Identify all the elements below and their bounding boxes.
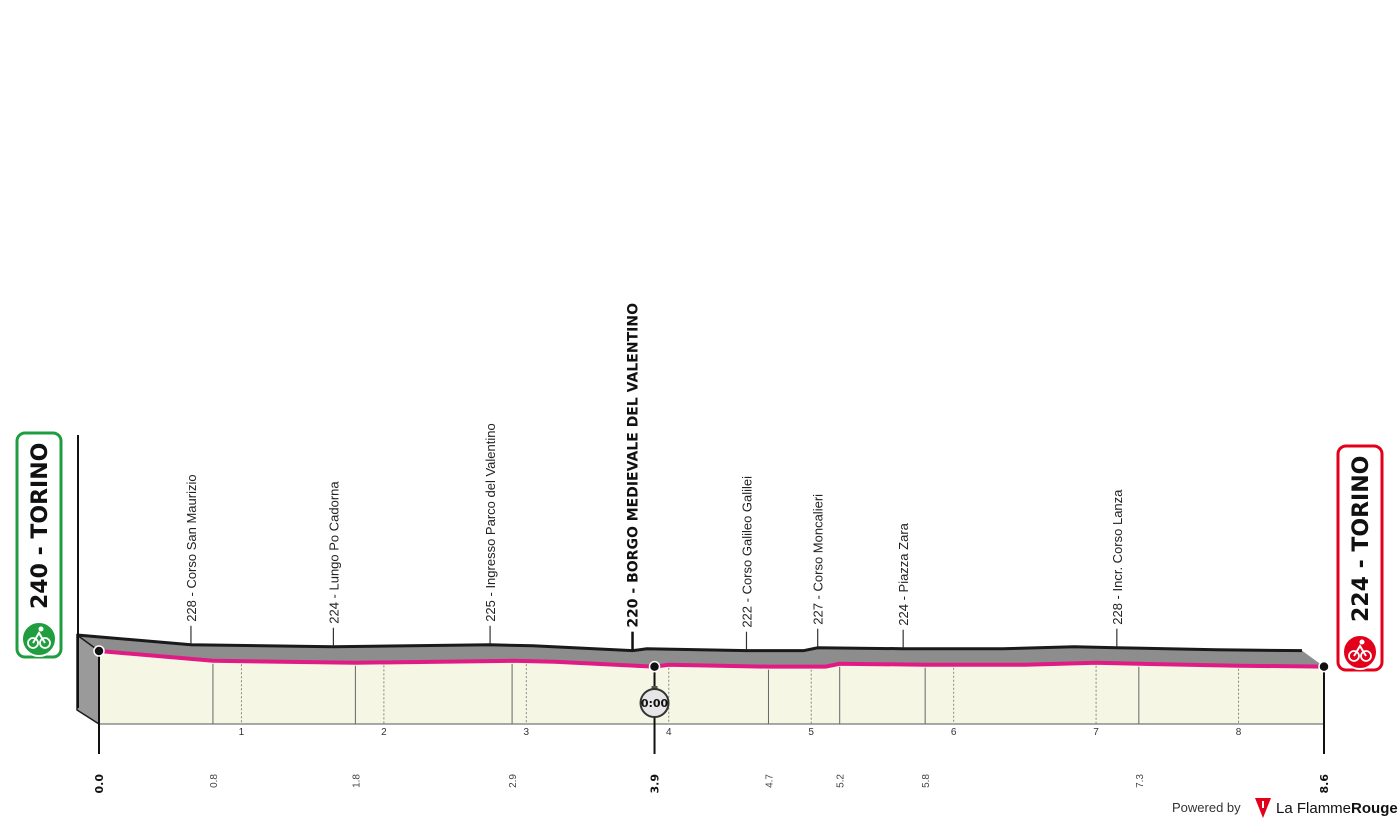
start-wheel-back bbox=[27, 637, 39, 649]
brand-logo: La FlammeRouge bbox=[1254, 797, 1398, 819]
waypoint-label: 225 - Ingresso Parco del Valentino bbox=[483, 423, 498, 622]
waypoint-km-label: 0.0 bbox=[93, 774, 106, 794]
waypoint-km-label: 2.9 bbox=[508, 774, 519, 788]
brand-name: La FlammeRouge bbox=[1276, 799, 1398, 817]
start-cyclist-icon bbox=[21, 621, 57, 657]
finish-dot bbox=[1318, 660, 1330, 673]
finish-rider bbox=[1353, 644, 1367, 657]
km-tick-label: 7 bbox=[1093, 727, 1099, 738]
waypoint-label: 224 - Lungo Po Cadorna bbox=[326, 481, 341, 624]
km-tick-label: 5 bbox=[808, 727, 814, 738]
km-tick-label: 8 bbox=[1236, 727, 1242, 738]
time-check-dot bbox=[648, 660, 661, 673]
waypoint-km-label: 8.6 bbox=[1318, 774, 1331, 794]
waypoint-labels: 228 - Corso San Maurizio 224 - Lungo Po C… bbox=[93, 303, 1330, 718]
km-axis: 1 2 3 4 5 6 7 8 0.0 0.8 1.8 2.9 3.9 4.7 5.2 5.8 7.3 8.6 bbox=[93, 654, 1331, 794]
waypoint-km-label: 7.3 bbox=[1135, 774, 1146, 788]
km-tick-label: 1 bbox=[239, 727, 245, 738]
start-rider bbox=[32, 631, 46, 644]
km-tick-label: 6 bbox=[951, 727, 957, 738]
waypoint-km-label: 1.8 bbox=[351, 774, 362, 788]
km-tick-label: 2 bbox=[381, 727, 387, 738]
terrain-fill bbox=[99, 651, 1324, 724]
waypoint-label: 228 - Corso San Maurizio bbox=[184, 474, 199, 621]
waypoint-label: 227 - Corso Moncalieri bbox=[811, 494, 826, 625]
start-finish-badges: 240 - TORINO 224 - TORINO bbox=[15, 431, 1384, 672]
waypoint-km-label: 4.7 bbox=[764, 774, 775, 788]
waypoint-label: 228 - Incr. Corso Lanza bbox=[1110, 489, 1125, 625]
finish-wheel-front bbox=[1360, 650, 1372, 662]
waypoint-km-label: 3.9 bbox=[649, 774, 662, 794]
finish-rider-head bbox=[1359, 639, 1365, 645]
waypoint-km-label: 0.8 bbox=[209, 774, 220, 788]
waypoint-km-label: 5.8 bbox=[921, 774, 932, 788]
finish-badge-label: 224 - TORINO bbox=[1349, 456, 1374, 622]
finish-wheel-back bbox=[1348, 650, 1360, 662]
elevation-line bbox=[98, 649, 1325, 669]
road-profile bbox=[76, 435, 1325, 750]
km-tick-label: 3 bbox=[524, 727, 530, 738]
km-tick-label: 4 bbox=[666, 727, 672, 738]
start-dot bbox=[93, 645, 105, 657]
waypoint-label: 220 - BORGO MEDIEVALE DEL VALENTINO bbox=[626, 303, 642, 628]
waypoint-label: 222 - Corso Galileo Galilei bbox=[739, 476, 754, 628]
start-wheel-front bbox=[39, 637, 51, 649]
powered-by-text: Powered by bbox=[1172, 800, 1241, 815]
waypoint-label: 224 - Piazza Zara bbox=[896, 522, 911, 625]
flame-rouge-icon bbox=[1255, 798, 1271, 818]
terrain-area bbox=[99, 651, 1324, 725]
start-badge-label: 240 - TORINO bbox=[28, 443, 53, 609]
waypoint-km-label: 5.2 bbox=[836, 774, 847, 788]
finish-cyclist-icon bbox=[1342, 634, 1378, 670]
stopwatch-icon bbox=[639, 688, 670, 718]
time-check-label: 0:00 bbox=[641, 697, 669, 710]
start-rider-head bbox=[38, 626, 44, 632]
road-top-edge bbox=[76, 633, 1303, 653]
